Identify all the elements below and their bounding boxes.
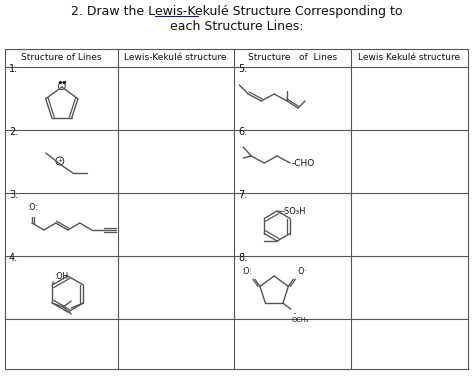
Text: 4.: 4. [9,253,18,263]
Text: -CHO: -CHO [291,159,314,167]
Text: 5.: 5. [238,64,247,74]
Text: :O:: :O: [242,267,252,276]
Text: ·O·: ·O· [296,267,307,276]
Text: 2. Draw the Lewis-Kekulé Structure Corresponding to: 2. Draw the Lewis-Kekulé Structure Corre… [71,5,402,18]
Text: 7.: 7. [238,190,247,200]
Text: -SO₃H: -SO₃H [281,207,306,215]
Text: ··
OCH₃: ·· OCH₃ [292,311,310,323]
Text: 6.: 6. [238,127,247,137]
Text: +: + [57,159,63,164]
Text: 1.: 1. [9,64,18,74]
Text: each Structure Lines:: each Structure Lines: [170,20,303,33]
Text: 2.: 2. [9,127,18,137]
Text: Structure of Lines: Structure of Lines [20,53,101,63]
Text: Lewis Kekulé structure: Lewis Kekulé structure [358,53,460,63]
Text: 8.: 8. [238,253,247,263]
Text: :O:: :O: [27,203,37,212]
Text: Lewis-Kekulé structure: Lewis-Kekulé structure [124,53,227,63]
Text: Structure   of  Lines: Structure of Lines [247,53,337,63]
Text: :OH: :OH [54,272,68,281]
Text: 3.: 3. [9,190,18,200]
